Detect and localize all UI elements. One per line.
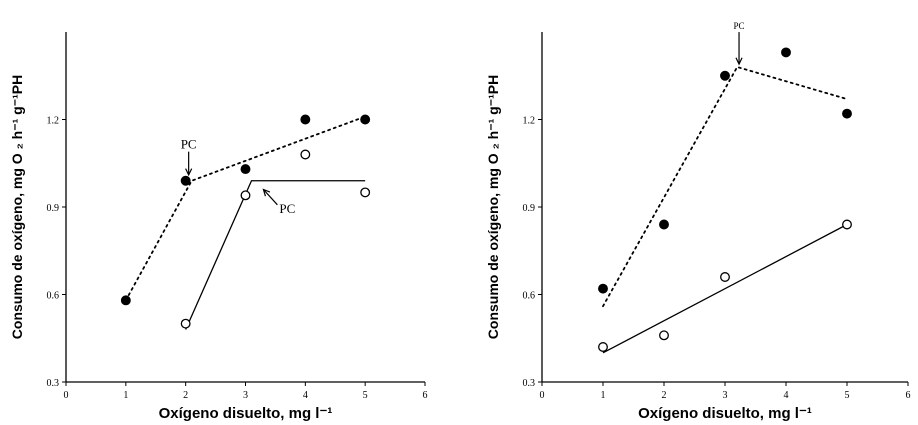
data-point-open [240, 190, 251, 201]
x-tick-label: 1 [123, 390, 128, 401]
fit-line-series-1 [124, 115, 367, 302]
x-tick-label: 5 [363, 390, 368, 401]
y-axis-title: Consumo de oxígeno, mg O ₂ h⁻¹ g⁻¹PH [9, 75, 25, 339]
chart-panel-1: 0 1 2 3 4 5 6 0.3 0.6 0.9 1.2 Oxígeno disuelto, mg … [9, 32, 428, 422]
x-tick-label: 3 [723, 390, 728, 401]
y-tick-label: 0.3 [47, 378, 60, 389]
y-tick-label: 0.6 [47, 291, 60, 302]
y-tick-label: 1.2 [523, 116, 536, 127]
annotation-arrow [263, 189, 278, 206]
annotation-arrowhead [262, 188, 271, 197]
data-point-filled [300, 114, 311, 125]
data-point-filled [781, 47, 791, 58]
fit-line-series-2 [185, 180, 366, 330]
x-tick-label: 4 [784, 390, 789, 401]
data-point-filled [120, 295, 131, 306]
data-point-filled [842, 108, 852, 119]
x-tick-label: 6 [906, 390, 911, 401]
x-tick-label: 0 [540, 390, 545, 401]
y-tick-label: 1.2 [47, 116, 60, 127]
data-point-filled [659, 219, 669, 230]
y-tick-label: 0.3 [523, 378, 536, 389]
data-point-open [659, 330, 669, 341]
annotation-arrowhead [735, 57, 743, 66]
annotation-label: PC [279, 201, 295, 216]
fit-line-series-1 [602, 65, 848, 308]
x-tick-label: 3 [243, 390, 248, 401]
x-axis-title: Oxígeno disuelto, mg l⁻¹ [159, 405, 333, 422]
data-point-filled [360, 114, 371, 125]
y-tick-label: 0.9 [523, 203, 536, 214]
y-tick-label: 0.9 [47, 203, 60, 214]
x-tick-label: 6 [423, 390, 428, 401]
fit-line-series-2 [602, 223, 848, 354]
annotation-arrowhead [185, 168, 193, 177]
data-point-filled [180, 175, 191, 186]
data-point-filled [720, 70, 730, 81]
data-point-filled [598, 283, 608, 294]
chart-panel-2: 0 1 2 3 4 5 6 0.3 0.6 0.9 1.2 Oxígeno disuelto, mg … [485, 21, 911, 422]
x-tick-label: 1 [601, 390, 606, 401]
data-point-open [598, 342, 608, 352]
data-point-open [180, 318, 191, 329]
data-point-open [360, 187, 371, 198]
y-axis-title: Consumo de oxígeno, mg O ₂ h⁻¹ g⁻¹PH [485, 75, 501, 339]
x-tick-label: 0 [64, 390, 69, 401]
x-tick-label: 5 [845, 390, 850, 401]
annotation-label: PC [734, 21, 745, 31]
x-axis-title: Oxígeno disuelto, mg l⁻¹ [638, 405, 812, 422]
data-point-open [842, 219, 852, 230]
x-tick-label: 2 [183, 390, 188, 401]
x-tick-label: 4 [303, 390, 308, 401]
data-point-open [300, 149, 311, 160]
y-tick-label: 0.6 [523, 291, 536, 302]
x-tick-label: 2 [662, 390, 667, 401]
annotation-label: PC [181, 137, 197, 152]
data-point-open [720, 272, 730, 282]
data-point-filled [240, 164, 251, 175]
